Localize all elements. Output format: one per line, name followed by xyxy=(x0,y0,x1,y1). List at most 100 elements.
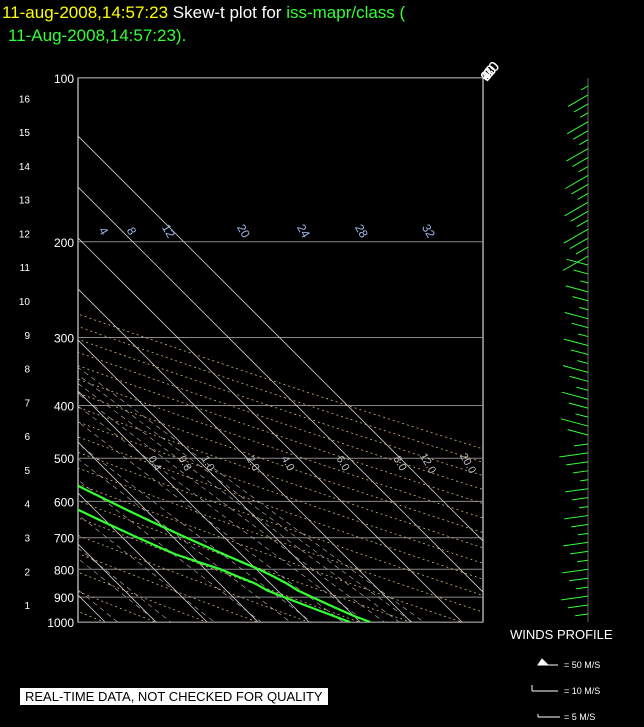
wind-barb xyxy=(573,269,589,275)
height-tick-5: 5 xyxy=(24,466,30,477)
wind-barb xyxy=(573,130,589,140)
wind-barb xyxy=(566,121,589,135)
mixing-ratio-line xyxy=(78,405,366,622)
wind-barb xyxy=(577,559,589,563)
height-tick-1: 1 xyxy=(24,601,30,612)
wind-barb xyxy=(563,338,589,347)
wind-barb xyxy=(579,506,589,509)
title-line-2: 11-Aug-2008,14:57:23). xyxy=(8,26,187,45)
pressure-label-1000: 1000 xyxy=(47,616,74,630)
mixing-ratio-line xyxy=(78,558,158,622)
wind-barb xyxy=(576,386,589,391)
wind-barb xyxy=(577,192,589,200)
wind-barb xyxy=(575,613,589,617)
title-station: iss-mapr/class ( xyxy=(286,3,406,22)
disclaimer-banner: REAL-TIME DATA, NOT CHECKED FOR QUALITY xyxy=(20,688,328,705)
isotherm xyxy=(78,441,259,622)
legend-10-label: = 10 M/S xyxy=(564,686,601,696)
wind-barb xyxy=(568,604,589,609)
wind-barb xyxy=(571,524,589,528)
wind-barb xyxy=(574,443,589,447)
wind-barb xyxy=(578,532,589,536)
height-tick-8: 8 xyxy=(24,365,30,376)
wind-barb xyxy=(571,322,589,329)
mixing-ratio-line xyxy=(78,366,424,622)
wind-barb xyxy=(571,184,589,195)
wind-barb xyxy=(564,312,589,320)
wind-barb xyxy=(564,515,589,520)
height-tick-10: 10 xyxy=(19,297,31,308)
wind-barb xyxy=(562,365,589,373)
wind-barb xyxy=(566,258,589,266)
pressure-label-500: 500 xyxy=(54,452,74,466)
height-tick-3: 3 xyxy=(24,534,30,545)
mixing-label-top: 20 xyxy=(234,222,253,241)
wind-barb xyxy=(580,280,589,284)
mixing-label-top: 28 xyxy=(352,222,371,241)
mixing-label-top: 32 xyxy=(419,222,438,241)
wind-barb xyxy=(572,497,589,501)
wind-barb xyxy=(569,237,589,250)
temperature-line xyxy=(78,484,371,622)
wind-barb xyxy=(565,175,589,189)
plot-layers: 1002003004005006007008009001000123456789… xyxy=(19,58,589,630)
wind-barb xyxy=(573,103,589,113)
wind-barb xyxy=(580,85,589,91)
wind-barb xyxy=(576,586,589,590)
wind-barb xyxy=(563,228,589,244)
height-tick-2: 2 xyxy=(24,567,30,578)
plot-area xyxy=(78,78,483,622)
mixing-ratio-line xyxy=(78,383,400,622)
wind-barb xyxy=(562,568,589,574)
wind-barb xyxy=(565,488,589,493)
wind-barb xyxy=(575,413,589,418)
isotherm xyxy=(78,339,361,622)
dewpoint-line xyxy=(78,508,351,622)
dry-adiabat xyxy=(78,467,483,613)
height-tick-6: 6 xyxy=(24,432,30,443)
wind-barb xyxy=(566,148,589,162)
wind-barb xyxy=(561,595,589,601)
title-date: 11-aug-2008,14:57:23 xyxy=(2,3,169,22)
pressure-label-900: 900 xyxy=(54,591,74,605)
wind-barb xyxy=(564,201,589,217)
winds-profile-label: WINDS PROFILE xyxy=(510,627,613,642)
mixing-label-top: 12 xyxy=(159,222,178,241)
pressure-label-400: 400 xyxy=(54,400,74,414)
title-prefix: Skew-t plot for xyxy=(172,3,282,22)
height-tick-15: 15 xyxy=(19,128,31,139)
height-tick-12: 12 xyxy=(19,229,31,240)
wind-barb xyxy=(573,470,589,474)
mixing-ratio-line xyxy=(78,374,413,622)
height-tick-4: 4 xyxy=(24,500,30,511)
height-tick-11: 11 xyxy=(20,263,31,274)
wind-barb xyxy=(566,461,589,466)
wind-barb xyxy=(567,429,589,436)
mixing-ratio-line xyxy=(78,547,171,622)
wind-barb xyxy=(570,210,589,222)
wind-barb xyxy=(576,219,589,228)
legend-50-pennant xyxy=(537,658,550,666)
isotherm xyxy=(78,186,483,593)
wind-barb xyxy=(578,333,589,338)
wind-barb xyxy=(562,255,589,271)
dry-adiabat xyxy=(78,500,411,622)
pressure-label-600: 600 xyxy=(54,495,74,509)
chart-title: 11-aug-2008,14:57:23 Skew-t plot for iss… xyxy=(2,2,405,24)
wind-barb xyxy=(579,139,589,146)
height-tick-13: 13 xyxy=(19,196,31,207)
wind-barb xyxy=(579,306,589,311)
wind-barb xyxy=(560,418,589,427)
wind-barb xyxy=(572,157,589,168)
wind-barb xyxy=(561,391,589,400)
wind-barb xyxy=(567,94,589,107)
wind-barb xyxy=(570,550,589,555)
isotherm xyxy=(78,390,310,622)
legend-50-label: = 50 M/S xyxy=(564,660,601,670)
mixing-ratio-line xyxy=(78,421,344,622)
wind-barb xyxy=(568,402,589,409)
height-tick-16: 16 xyxy=(19,94,31,105)
isotherm xyxy=(78,288,412,622)
